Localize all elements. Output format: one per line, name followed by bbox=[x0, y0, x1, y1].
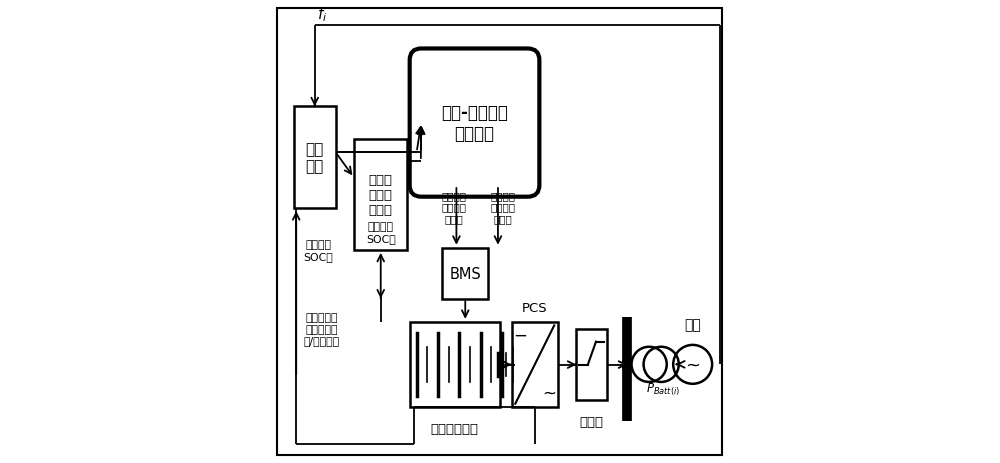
Text: 储能电池
SOC值: 储能电池 SOC值 bbox=[304, 240, 333, 261]
Text: ~: ~ bbox=[685, 356, 700, 374]
Text: BMS: BMS bbox=[449, 266, 481, 281]
Text: 储能电池
输出功率
值命令: 储能电池 输出功率 值命令 bbox=[490, 190, 515, 224]
Bar bbox=[512, 322, 558, 407]
Bar bbox=[294, 107, 336, 209]
Text: 数据存
储与管
理模块: 数据存 储与管 理模块 bbox=[369, 174, 393, 216]
Text: 储能电池
SOC值: 储能电池 SOC值 bbox=[366, 222, 396, 244]
Text: 数据
采集: 数据 采集 bbox=[306, 142, 324, 174]
Text: $P_{Batt(i)}$: $P_{Batt(i)}$ bbox=[646, 381, 680, 397]
Text: −: − bbox=[513, 326, 527, 344]
Text: 功率-频率转换
控制模块: 功率-频率转换 控制模块 bbox=[441, 104, 508, 143]
Text: 储能电池输
出功率值、
充/放电状态: 储能电池输 出功率值、 充/放电状态 bbox=[304, 313, 340, 345]
Bar bbox=[576, 329, 607, 400]
Bar bbox=[410, 322, 500, 407]
Text: 断路器: 断路器 bbox=[579, 415, 603, 428]
Text: ~: ~ bbox=[543, 384, 557, 402]
FancyBboxPatch shape bbox=[410, 50, 539, 197]
Text: PCS: PCS bbox=[522, 302, 548, 315]
Text: 电池储能系统: 电池储能系统 bbox=[431, 422, 479, 435]
Text: $f_i$: $f_i$ bbox=[317, 5, 327, 24]
Text: 储能电池
充放电状
态命令: 储能电池 充放电状 态命令 bbox=[442, 190, 467, 224]
Bar bbox=[354, 139, 407, 250]
Text: 电网: 电网 bbox=[684, 317, 701, 332]
Bar bbox=[442, 248, 488, 299]
